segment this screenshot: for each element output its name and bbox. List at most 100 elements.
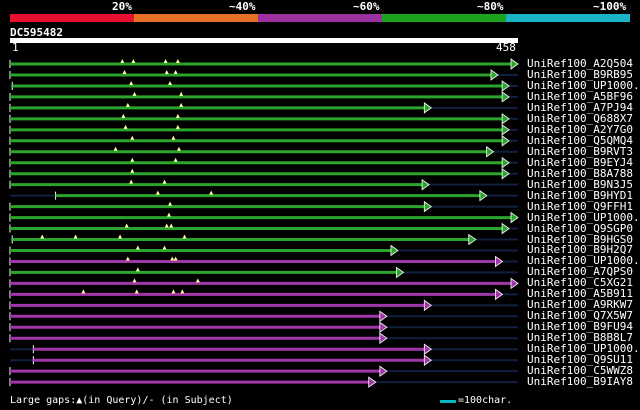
query-bar bbox=[10, 38, 518, 43]
hit-label[interactable]: UniRef100_A9RKW7 bbox=[527, 298, 633, 312]
query-id: DC595482 bbox=[10, 26, 63, 39]
hit-label[interactable]: UniRef100_B9N3J5 bbox=[527, 177, 633, 191]
hit-label[interactable]: UniRef100_C5XG21 bbox=[527, 276, 633, 290]
hit-label[interactable]: UniRef100_UP1000.. bbox=[527, 210, 640, 224]
query-gap-marker bbox=[155, 190, 160, 195]
query-gap-marker bbox=[125, 102, 130, 107]
hit-label[interactable]: UniRef100_Q9SU11 bbox=[527, 353, 633, 367]
query-gap-marker bbox=[73, 234, 78, 239]
query-gap-marker bbox=[168, 80, 173, 85]
query-gap-marker bbox=[171, 289, 176, 294]
legend-label-40: ~40% bbox=[229, 0, 256, 13]
query-gap-marker bbox=[130, 135, 135, 140]
hit-arrow-icon bbox=[396, 266, 405, 279]
hit-arrow-icon bbox=[501, 113, 510, 125]
hit-arrow-icon bbox=[379, 310, 388, 323]
hit-label[interactable]: UniRef100_A7QPS0 bbox=[527, 265, 633, 279]
identity-legend-bar bbox=[10, 14, 630, 22]
query-gap-marker bbox=[182, 234, 187, 239]
legend-label-20: 20% bbox=[112, 0, 132, 13]
hit-label[interactable]: UniRef100_Q9FFH1 bbox=[527, 199, 633, 213]
hit-arrow-icon bbox=[501, 135, 510, 147]
hit-label[interactable]: UniRef100_Q688X7 bbox=[527, 111, 633, 125]
hit-arrow-icon bbox=[510, 58, 519, 70]
hit-label[interactable]: UniRef100_Q7X5W7 bbox=[527, 309, 633, 323]
query-gap-marker bbox=[209, 190, 214, 195]
hit-label[interactable]: UniRef100_UP1000.. bbox=[527, 342, 640, 356]
hit-label[interactable]: UniRef100_A5BF96 bbox=[527, 89, 633, 103]
hit-arrow-icon bbox=[486, 145, 495, 158]
legend-segment-100 bbox=[506, 14, 630, 22]
query-gap-marker bbox=[166, 212, 171, 217]
hit-label[interactable]: UniRef100_B8B8L7 bbox=[527, 331, 633, 345]
hit-arrow-icon bbox=[501, 156, 510, 169]
hit-arrow-icon bbox=[495, 255, 504, 268]
query-gap-marker bbox=[121, 113, 126, 118]
hit-label[interactable]: UniRef100_B9EYJ4 bbox=[527, 155, 633, 169]
hit-arrow-icon bbox=[379, 332, 388, 345]
query-gap-marker bbox=[175, 124, 180, 129]
hit-arrow-icon bbox=[423, 343, 432, 355]
hit-label[interactable]: UniRef100_A2Y7G0 bbox=[527, 122, 633, 136]
query-gap-marker bbox=[162, 245, 167, 250]
legend-segment-20 bbox=[10, 14, 134, 22]
hit-label[interactable]: UniRef100_A5B911 bbox=[527, 287, 633, 301]
hit-label[interactable]: UniRef100_B9HGS0 bbox=[527, 232, 633, 246]
hit-arrow-icon bbox=[479, 189, 488, 202]
hit-arrow-icon bbox=[495, 288, 504, 301]
hit-label[interactable]: UniRef100_B9RVT3 bbox=[527, 144, 633, 158]
hit-label[interactable]: UniRef100_B9H2Q7 bbox=[527, 243, 633, 257]
legend-label-60: ~60% bbox=[353, 0, 380, 13]
hit-arrow-icon bbox=[510, 211, 519, 224]
query-gap-marker bbox=[131, 59, 136, 63]
hit-arrow-icon bbox=[468, 233, 477, 246]
query-gap-marker bbox=[122, 69, 127, 74]
query-gap-marker bbox=[132, 91, 137, 96]
scale-label: =100char. bbox=[458, 395, 513, 406]
hit-label[interactable]: UniRef100_B9HYD1 bbox=[527, 188, 633, 202]
hit-label[interactable]: UniRef100_B9IAY8 bbox=[527, 375, 633, 389]
query-gap-marker bbox=[125, 256, 130, 261]
query-gap-marker bbox=[173, 256, 178, 261]
hit-arrow-icon bbox=[501, 124, 510, 136]
query-gap-marker bbox=[120, 59, 125, 63]
query-gap-marker bbox=[81, 289, 86, 294]
hit-label[interactable]: UniRef100_UP1000.. bbox=[527, 78, 640, 92]
query-gap-marker bbox=[124, 223, 129, 228]
query-start: 1 bbox=[12, 41, 19, 54]
hit-label[interactable]: UniRef100_Q5QMQ4 bbox=[527, 133, 633, 147]
hit-label[interactable]: UniRef100_C5WWZ8 bbox=[527, 364, 633, 378]
query-gap-marker bbox=[179, 91, 184, 96]
query-gap-marker bbox=[164, 69, 169, 74]
hit-arrow-icon bbox=[501, 80, 510, 92]
hit-label[interactable]: UniRef100_B9RB95 bbox=[527, 67, 633, 81]
hit-label[interactable]: UniRef100_A7PJ94 bbox=[527, 100, 633, 114]
hit-label[interactable]: UniRef100_A2Q504 bbox=[527, 57, 633, 70]
query-gap-marker bbox=[173, 157, 178, 162]
query-gap-marker bbox=[135, 267, 140, 272]
hit-arrow-icon bbox=[510, 277, 519, 290]
hit-label[interactable]: UniRef100_UP1000.. bbox=[527, 254, 640, 268]
query-gap-marker bbox=[175, 113, 180, 118]
hit-arrow-icon bbox=[379, 365, 388, 377]
hit-label[interactable]: UniRef100_B8A788 bbox=[527, 166, 633, 180]
query-gap-marker bbox=[40, 234, 45, 239]
query-gap-marker bbox=[130, 157, 135, 162]
hit-label[interactable]: UniRef100_Q9SGP0 bbox=[527, 221, 633, 235]
query-gap-marker bbox=[129, 80, 134, 85]
hit-arrow-icon bbox=[423, 200, 432, 213]
query-gap-marker bbox=[168, 201, 173, 206]
legend-segment-60 bbox=[258, 14, 382, 22]
query-gap-marker bbox=[171, 135, 176, 140]
query-gap-marker bbox=[173, 69, 178, 74]
query-gap-marker bbox=[175, 59, 180, 63]
query-gap-marker bbox=[169, 223, 174, 228]
query-gap-marker bbox=[135, 245, 140, 250]
query-gap-marker bbox=[130, 168, 135, 173]
gap-legend: Large gaps:▲(in Query)/‐ (in Subject) bbox=[10, 395, 233, 406]
hit-label[interactable]: UniRef100_B9FU94 bbox=[527, 320, 633, 334]
query-gap-marker bbox=[129, 179, 134, 184]
hit-arrow-icon bbox=[390, 244, 399, 257]
query-gap-marker bbox=[162, 179, 167, 184]
